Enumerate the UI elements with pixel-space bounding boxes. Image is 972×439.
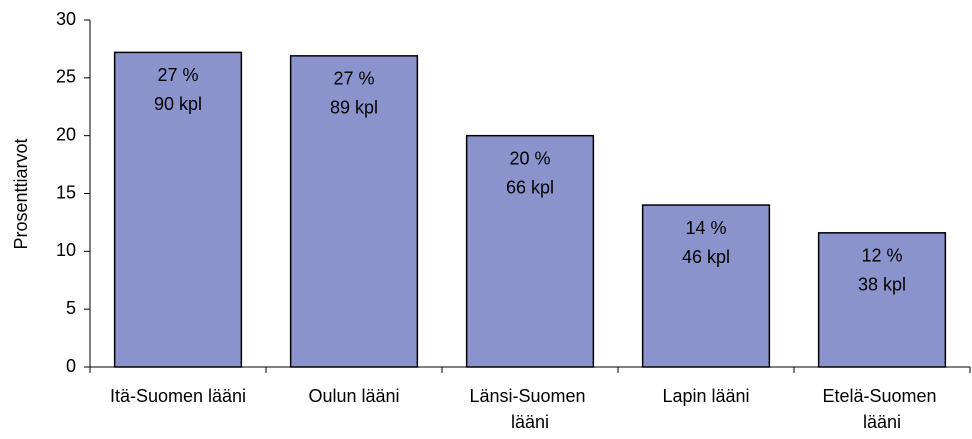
y-axis-label: Prosenttiarvot <box>11 138 31 249</box>
y-tick-label: 10 <box>56 240 76 260</box>
y-tick-label: 25 <box>56 67 76 87</box>
value-label: 14 % <box>685 218 726 238</box>
value-label: 27 % <box>333 69 374 89</box>
bar <box>465 134 595 368</box>
y-tick-label: 0 <box>66 356 76 376</box>
count-label: 90 kpl <box>154 94 202 114</box>
x-tick-label: Itä-Suomen lääni <box>110 386 246 406</box>
bar <box>289 55 419 368</box>
count-label: 38 kpl <box>858 275 906 295</box>
y-tick-label: 15 <box>56 182 76 202</box>
count-label: 66 kpl <box>506 177 554 197</box>
x-tick-label: Länsi-Suomen lääni <box>469 386 590 432</box>
x-tick-label: Etelä-Suomen lääni <box>822 386 941 432</box>
y-tick-label: 20 <box>56 124 76 144</box>
y-tick-label: 5 <box>66 298 76 318</box>
x-tick-label: Lapin lääni <box>662 386 749 406</box>
bar <box>817 232 947 368</box>
x-tick-label: Oulun lääni <box>308 386 399 406</box>
y-tick-label: 30 <box>56 9 76 29</box>
bar <box>641 204 771 368</box>
value-label: 12 % <box>861 246 902 266</box>
count-label: 89 kpl <box>330 98 378 118</box>
bar <box>113 51 243 368</box>
value-label: 27 % <box>157 65 198 85</box>
count-label: 46 kpl <box>682 247 730 267</box>
value-label: 20 % <box>509 148 550 168</box>
